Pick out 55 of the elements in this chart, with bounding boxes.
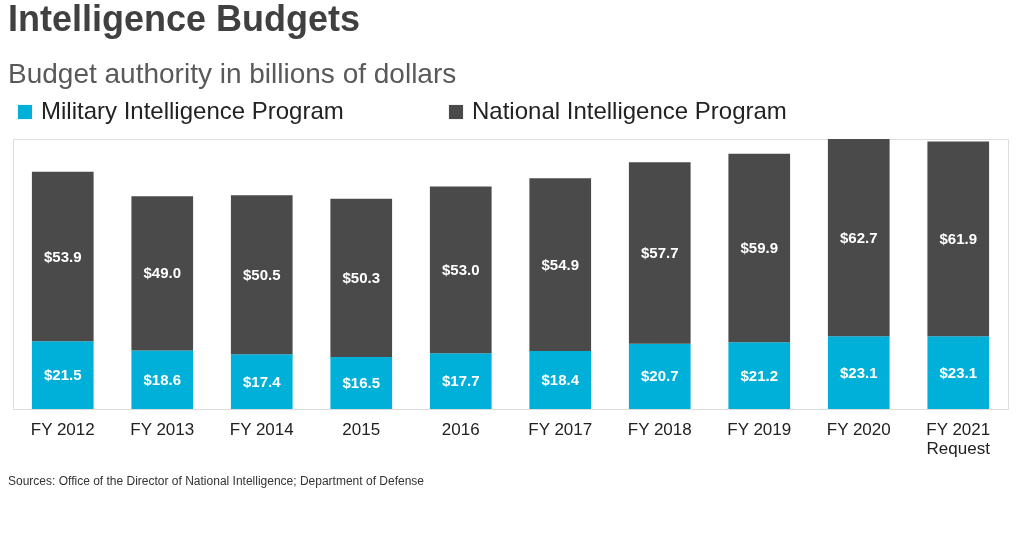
- bar: [728, 342, 791, 409]
- bar: [927, 141, 990, 337]
- bar: [827, 139, 890, 337]
- x-tick-label: FY 2013: [130, 419, 195, 439]
- bar: [628, 343, 691, 409]
- data-label: $61.9: [939, 229, 978, 247]
- x-tick-label: FY 2014: [229, 419, 294, 439]
- bar: [31, 341, 94, 409]
- data-label: $50.3: [342, 268, 381, 286]
- bar: [927, 336, 990, 409]
- data-label: $17.4: [242, 372, 282, 390]
- source-note: Sources: Office of the Director of National Intelligence; Department of Defense: [8, 474, 425, 488]
- chart-subtitle: Budget authority in billions of dollars: [8, 58, 457, 89]
- bar: [230, 354, 293, 409]
- data-label: $17.7: [441, 372, 480, 390]
- data-label: $49.0: [143, 264, 182, 282]
- bar: [628, 162, 691, 344]
- bar: [131, 196, 194, 351]
- data-label: $54.9: [541, 255, 580, 273]
- data-label: $57.7: [640, 244, 679, 262]
- data-label: $53.9: [43, 247, 82, 265]
- data-label: $21.2: [740, 366, 779, 384]
- x-tick-label: 2016: [441, 419, 480, 439]
- bar: [131, 350, 194, 409]
- data-label: $16.5: [342, 374, 381, 392]
- x-tick-label: 2015: [342, 419, 381, 439]
- data-label: $59.9: [740, 239, 779, 257]
- x-tick-label: FY 2018: [627, 419, 692, 439]
- data-label: $20.7: [640, 367, 679, 385]
- bar: [330, 357, 393, 409]
- x-tick-label: FY 2012: [30, 419, 95, 439]
- x-tick-label: FY 2021 Request: [926, 419, 991, 458]
- bar: [330, 198, 393, 358]
- data-label: $21.5: [43, 366, 82, 384]
- chart-title: Intelligence Budgets: [8, 0, 361, 39]
- legend-label: Military Intelligence Program: [41, 97, 344, 124]
- bar: [827, 336, 890, 409]
- data-label: $23.1: [839, 363, 878, 381]
- bar: [31, 171, 94, 342]
- bar: [230, 195, 293, 355]
- data-label: $23.1: [939, 363, 978, 381]
- bar: [529, 178, 592, 352]
- x-tick-label: FY 2017: [528, 419, 593, 439]
- data-label: $53.0: [441, 260, 480, 278]
- data-label: $50.5: [242, 265, 281, 283]
- bar: [728, 153, 791, 343]
- bar: [429, 353, 492, 409]
- data-label: $18.6: [143, 370, 182, 388]
- x-tick-label: FY 2019: [727, 419, 792, 439]
- bar: [429, 186, 492, 354]
- data-label: $62.7: [839, 228, 878, 246]
- x-tick-label: FY 2020: [826, 419, 891, 439]
- bar: [529, 351, 592, 409]
- data-label: $18.4: [541, 371, 580, 389]
- legend-label: National Intelligence Program: [472, 97, 787, 124]
